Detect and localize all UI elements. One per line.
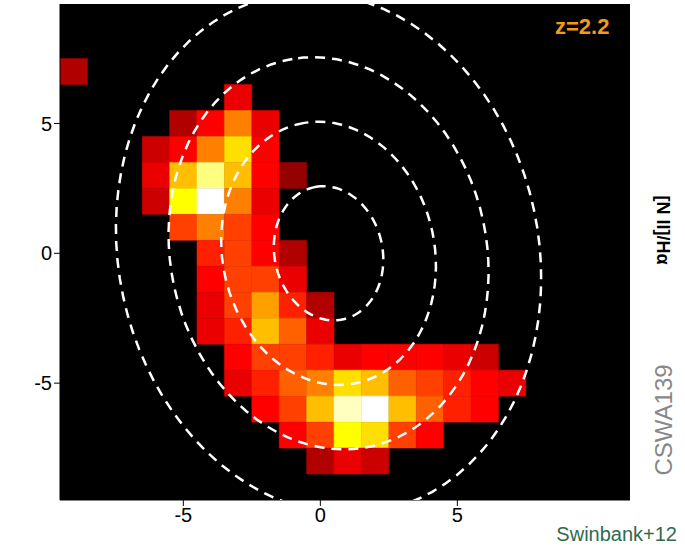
svg-text:0: 0 (41, 242, 52, 264)
svg-text:5: 5 (452, 504, 463, 526)
html-text:z=2.2: z=2.2 (555, 14, 610, 39)
svg-text:-5: -5 (34, 372, 52, 394)
html-text:CSWA139: CSWA139 (650, 364, 677, 476)
svg-text:0: 0 (315, 504, 326, 526)
svg-text:-5: -5 (174, 504, 192, 526)
svg-text:5: 5 (41, 113, 52, 135)
html-text:[N II]/Hα: [N II]/Hα (652, 195, 673, 265)
html-text:Swinbank+12: Swinbank+12 (556, 523, 677, 545)
